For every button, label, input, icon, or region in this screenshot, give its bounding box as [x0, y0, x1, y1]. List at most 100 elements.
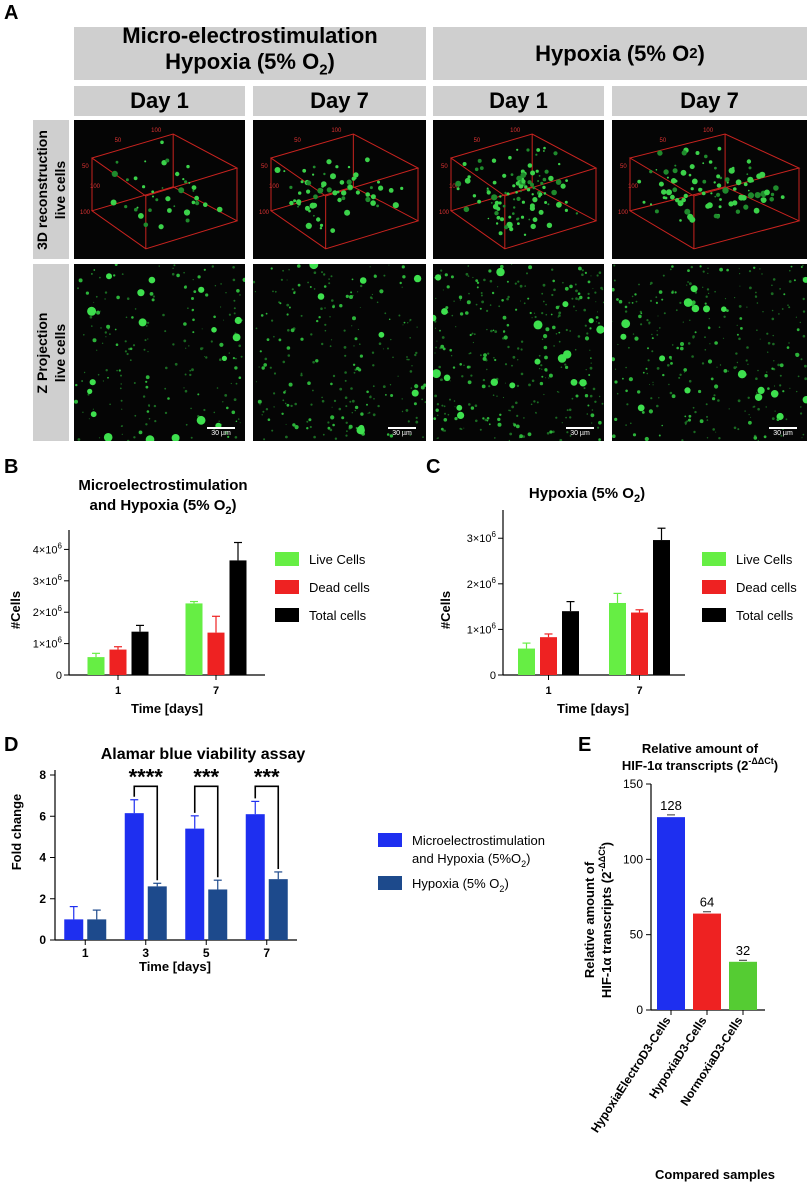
cell-dot — [191, 185, 197, 190]
cell-dot — [786, 346, 790, 349]
cell-speck — [91, 325, 93, 327]
cell-dot — [319, 227, 323, 230]
cell-dot — [577, 292, 581, 295]
cell-dot — [293, 291, 296, 295]
cell-speck — [766, 332, 769, 335]
cell-speck — [737, 399, 741, 403]
legend-label: Total cells — [736, 608, 794, 623]
group-header-line1: Micro-electrostimulation — [122, 23, 378, 49]
cell-speck — [440, 269, 443, 272]
cell-dot — [532, 186, 536, 190]
cell-dot — [186, 164, 190, 169]
cell-dot — [274, 167, 281, 173]
cell-speck — [300, 314, 303, 317]
cell-speck — [282, 360, 286, 364]
chart-e-xlabel: Compared samples — [655, 1167, 775, 1182]
cell-dot — [515, 424, 520, 429]
cell-speck — [489, 304, 492, 306]
cell-dot — [683, 298, 693, 307]
y-tick-label: 1×106 — [467, 621, 497, 636]
value-label: 64 — [700, 895, 714, 910]
cell-speck — [723, 315, 726, 318]
cell-dot — [743, 182, 748, 187]
cell-speck — [324, 307, 326, 309]
cell-speck — [804, 364, 807, 368]
cell-dot — [149, 292, 154, 296]
cell-dot — [793, 279, 796, 282]
cell-dot — [506, 192, 510, 196]
cell-speck — [707, 292, 710, 295]
cell-speck — [587, 292, 590, 295]
cell-speck — [343, 346, 347, 349]
cell-dot — [637, 390, 641, 394]
cell-dot — [118, 369, 121, 372]
significance-stars: **** — [129, 764, 164, 789]
cell-dot — [671, 265, 674, 268]
y-tick-label: 0 — [56, 670, 62, 682]
cell-speck — [772, 342, 775, 346]
cell-speck — [541, 368, 543, 370]
cell-speck — [450, 355, 453, 357]
cell-speck — [523, 417, 525, 419]
cell-speck — [517, 280, 520, 283]
cell-dot — [780, 195, 785, 199]
cell-speck — [538, 354, 541, 357]
cell-speck — [540, 364, 543, 367]
cell-dot — [454, 417, 458, 421]
cell-dot — [506, 280, 509, 283]
cell-speck — [656, 404, 659, 408]
cell-dot — [707, 326, 711, 330]
cell-dot — [219, 342, 224, 347]
cell-speck — [328, 278, 330, 280]
cell-dot — [146, 410, 150, 413]
cell-speck — [552, 430, 555, 434]
cell-dot — [517, 222, 520, 225]
cell-dot — [481, 384, 486, 389]
bar — [657, 817, 685, 1010]
cell-dot — [502, 330, 506, 333]
cell-speck — [583, 308, 586, 312]
cell-speck — [83, 334, 85, 336]
cell-dot — [548, 175, 554, 182]
cell-dot — [388, 318, 391, 321]
cell-dot — [309, 202, 316, 209]
cell-speck — [145, 423, 148, 426]
cell-speck — [121, 273, 124, 275]
cell-dot — [499, 195, 502, 198]
legend-swatch — [275, 552, 299, 566]
cell-speck — [359, 343, 361, 345]
cell-dot — [684, 415, 687, 418]
panel-e-letter: E — [578, 734, 592, 756]
cell-dot — [760, 197, 767, 203]
cell-dot — [191, 297, 194, 300]
cell-dot — [456, 187, 460, 191]
cell-dot — [676, 346, 679, 350]
cell-speck — [173, 264, 176, 267]
legend-swatch — [378, 833, 402, 847]
cell-speck — [468, 403, 471, 406]
cell-speck — [307, 281, 309, 284]
cell-speck — [104, 298, 106, 300]
cell-dot — [348, 424, 353, 429]
cell-speck — [630, 422, 632, 425]
cell-dot — [145, 375, 150, 380]
cell-dot — [596, 325, 604, 334]
cell-speck — [390, 338, 392, 341]
cell-dot — [773, 185, 779, 191]
cell-speck — [449, 398, 451, 401]
cell-dot — [236, 289, 240, 293]
micrograph-z-electro-day7: 30 µm — [253, 264, 426, 441]
cell-dot — [165, 196, 171, 202]
cell-dot — [495, 222, 499, 225]
cell-speck — [359, 307, 361, 308]
box-bottom-edge — [449, 186, 598, 250]
cell-speck — [718, 437, 721, 440]
cell-speck — [282, 269, 284, 272]
cell-dot — [753, 266, 756, 269]
cell-speck — [486, 328, 488, 331]
cell-speck — [745, 359, 748, 362]
cell-dot — [467, 175, 471, 179]
cell-speck — [232, 266, 235, 269]
cell-dot — [688, 173, 692, 177]
cell-dot — [589, 327, 592, 330]
